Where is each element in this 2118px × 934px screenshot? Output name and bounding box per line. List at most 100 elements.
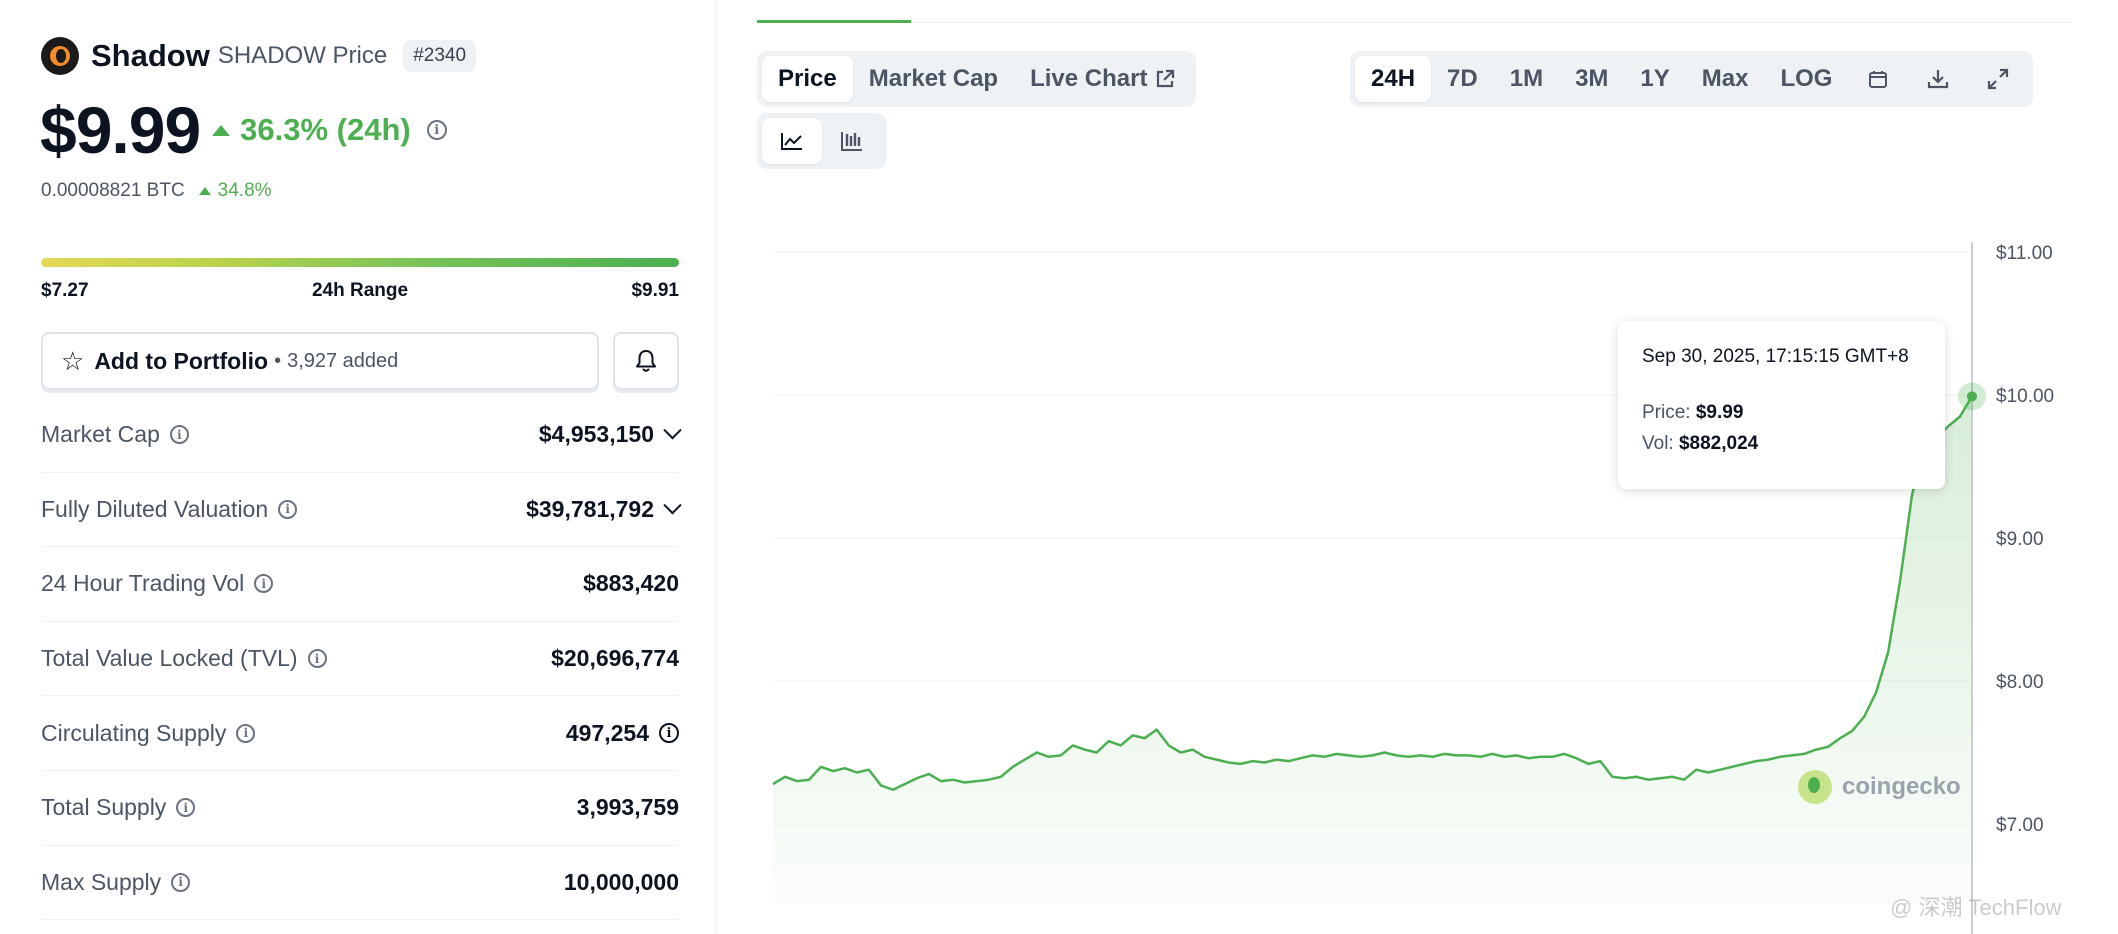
coin-info-panel: Shadow SHADOW Price #2340 $9.99 36.3% (2…: [0, 0, 716, 934]
stat-value: $4,953,150: [538, 421, 654, 448]
stat-value: 10,000,000: [563, 868, 679, 895]
calendar-icon: [1869, 71, 1888, 88]
y-tick-label: $8.00: [1996, 672, 2044, 693]
range-labels: $7.27 24h Range $9.91: [41, 280, 679, 302]
range-24h[interactable]: 24H: [1355, 56, 1432, 102]
info-icon[interactable]: i: [307, 649, 327, 669]
btc-change: 34.8%: [198, 180, 272, 202]
coingecko-watermark: coingecko: [1798, 770, 1961, 804]
btc-change-value: 34.8%: [217, 180, 272, 201]
range-bar: [41, 258, 679, 267]
range-1m[interactable]: 1M: [1509, 65, 1544, 92]
add-to-portfolio-button[interactable]: ☆ Add to Portfolio • 3,927 added: [41, 332, 599, 390]
stat-row-circulating: Circulating Supply i 497,254 i: [41, 696, 679, 771]
stat-value-volume: $883,420: [583, 570, 679, 597]
fullscreen-button[interactable]: [1968, 56, 2028, 102]
overlay-watermark: @ 深潮 TechFlow: [1890, 895, 2062, 920]
stat-value: 497,254: [565, 719, 649, 746]
y-tick-label: $7.00: [1996, 815, 2044, 836]
live-chart-link[interactable]: Live Chart: [1014, 56, 1191, 102]
tab-market-cap[interactable]: Market Cap: [868, 65, 999, 92]
tooltip-price-label: Price:: [1642, 402, 1691, 423]
star-icon: ☆: [61, 346, 85, 376]
stat-value-market-cap[interactable]: $4,953,150: [538, 421, 682, 448]
info-icon[interactable]: i: [659, 723, 679, 744]
caret-up-icon: [198, 187, 211, 195]
chevron-down-icon[interactable]: [663, 495, 682, 515]
stat-label: Circulating Supply: [41, 719, 227, 746]
stat-value-tvl: $20,696,774: [551, 645, 679, 672]
y-tick-label: $10.00: [1996, 386, 2054, 407]
range-max[interactable]: Max: [1701, 65, 1749, 92]
tab-price[interactable]: Price: [762, 56, 853, 102]
stat-label: Max Supply: [41, 868, 162, 895]
stats-list: Market Cap i $4,953,150 Fully Diluted Val…: [41, 398, 682, 921]
info-icon[interactable]: i: [426, 120, 447, 140]
stat-label: Total Supply: [41, 794, 167, 821]
tooltip-vol: Vol: $882,024: [1642, 433, 1921, 455]
line-chart-icon: [781, 133, 802, 150]
coin-name: Shadow: [91, 38, 210, 73]
external-link-icon: [1155, 69, 1175, 89]
info-icon[interactable]: i: [171, 872, 191, 892]
portfolio-count: 3,927 added: [287, 349, 399, 372]
stat-value-total-supply: 3,993,759: [577, 794, 679, 821]
stat-row-market-cap: Market Cap i $4,953,150: [41, 398, 682, 473]
range-high: $9.91: [631, 280, 679, 301]
download-button[interactable]: [1908, 56, 1968, 102]
rank-badge: #2340: [403, 40, 477, 72]
price-alert-button[interactable]: [613, 332, 679, 390]
watermark-text: coingecko: [1842, 773, 1961, 800]
stat-row-tvl: Total Value Locked (TVL) i $20,696,774: [41, 622, 679, 697]
stat-row-fdv: Fully Diluted Valuation i $39,781,792: [41, 473, 682, 548]
log-scale-toggle[interactable]: LOG: [1780, 65, 1833, 92]
bell-icon: [636, 350, 656, 372]
stat-label: Market Cap: [41, 421, 160, 448]
info-icon[interactable]: i: [236, 723, 256, 743]
stat-row-max-supply: Max Supply i 10,000,000: [41, 846, 679, 921]
price-chart[interactable]: $11.00 $10.00 $9.00 $8.00 $7.00: [757, 230, 2118, 934]
price-line: [772, 395, 1974, 791]
download-icon: [1928, 70, 1949, 89]
tooltip-vol-value: $882,024: [1678, 433, 1759, 454]
line-chart-button[interactable]: [762, 118, 822, 164]
candlestick-chart-button[interactable]: [822, 118, 882, 164]
chevron-down-icon[interactable]: [663, 421, 682, 440]
range-3m[interactable]: 3M: [1575, 65, 1609, 92]
range-1y[interactable]: 1Y: [1640, 65, 1670, 92]
price-row: $9.99 36.3% (24h) i: [40, 92, 447, 168]
tooltip-price-value: $9.99: [1695, 402, 1744, 423]
info-icon[interactable]: i: [176, 798, 196, 818]
caret-up-icon: [212, 124, 231, 136]
y-tick-label: $11.00: [1996, 243, 2053, 264]
current-price: $9.99: [40, 93, 201, 167]
stat-value: $883,420: [583, 570, 679, 597]
shadow-logo-icon: [41, 37, 79, 75]
stat-value-max-supply: 10,000,000: [564, 869, 679, 896]
info-icon[interactable]: i: [169, 425, 189, 445]
info-icon[interactable]: i: [254, 574, 274, 594]
coin-header: Shadow SHADOW Price #2340: [41, 36, 477, 76]
calendar-button[interactable]: [1848, 56, 1908, 102]
stat-label: 24 Hour Trading Vol: [41, 570, 245, 597]
stat-row-total-supply: Total Supply i 3,993,759: [41, 771, 679, 846]
stat-label: Fully Diluted Valuation: [41, 495, 269, 522]
stat-value: $39,781,792: [526, 495, 654, 522]
coin-price-label: SHADOW Price: [217, 42, 388, 69]
stat-row-volume: 24 Hour Trading Vol i $883,420: [41, 547, 679, 622]
range-7d[interactable]: 7D: [1447, 65, 1478, 92]
info-icon[interactable]: i: [278, 499, 298, 519]
stat-value: $20,696,774: [551, 645, 679, 672]
tooltip-price: Price: $9.99: [1642, 402, 1921, 424]
btc-price-row: 0.00008821 BTC 34.8%: [41, 180, 272, 202]
portfolio-label: Add to Portfolio: [94, 347, 269, 374]
chart-tooltip: Sep 30, 2025, 17:15:15 GMT+8 Price: $9.9…: [1618, 321, 1945, 489]
stat-value-fdv[interactable]: $39,781,792: [526, 495, 682, 523]
price-change-24h: 36.3% (24h): [212, 112, 411, 148]
price-change-value: 36.3% (24h): [240, 112, 411, 147]
y-tick-label: $9.00: [1996, 529, 2044, 550]
candlestick-icon: [841, 132, 862, 151]
fullscreen-icon: [1988, 68, 2009, 90]
tab-active-indicator: [757, 20, 911, 23]
live-chart-label: Live Chart: [1030, 65, 1148, 92]
